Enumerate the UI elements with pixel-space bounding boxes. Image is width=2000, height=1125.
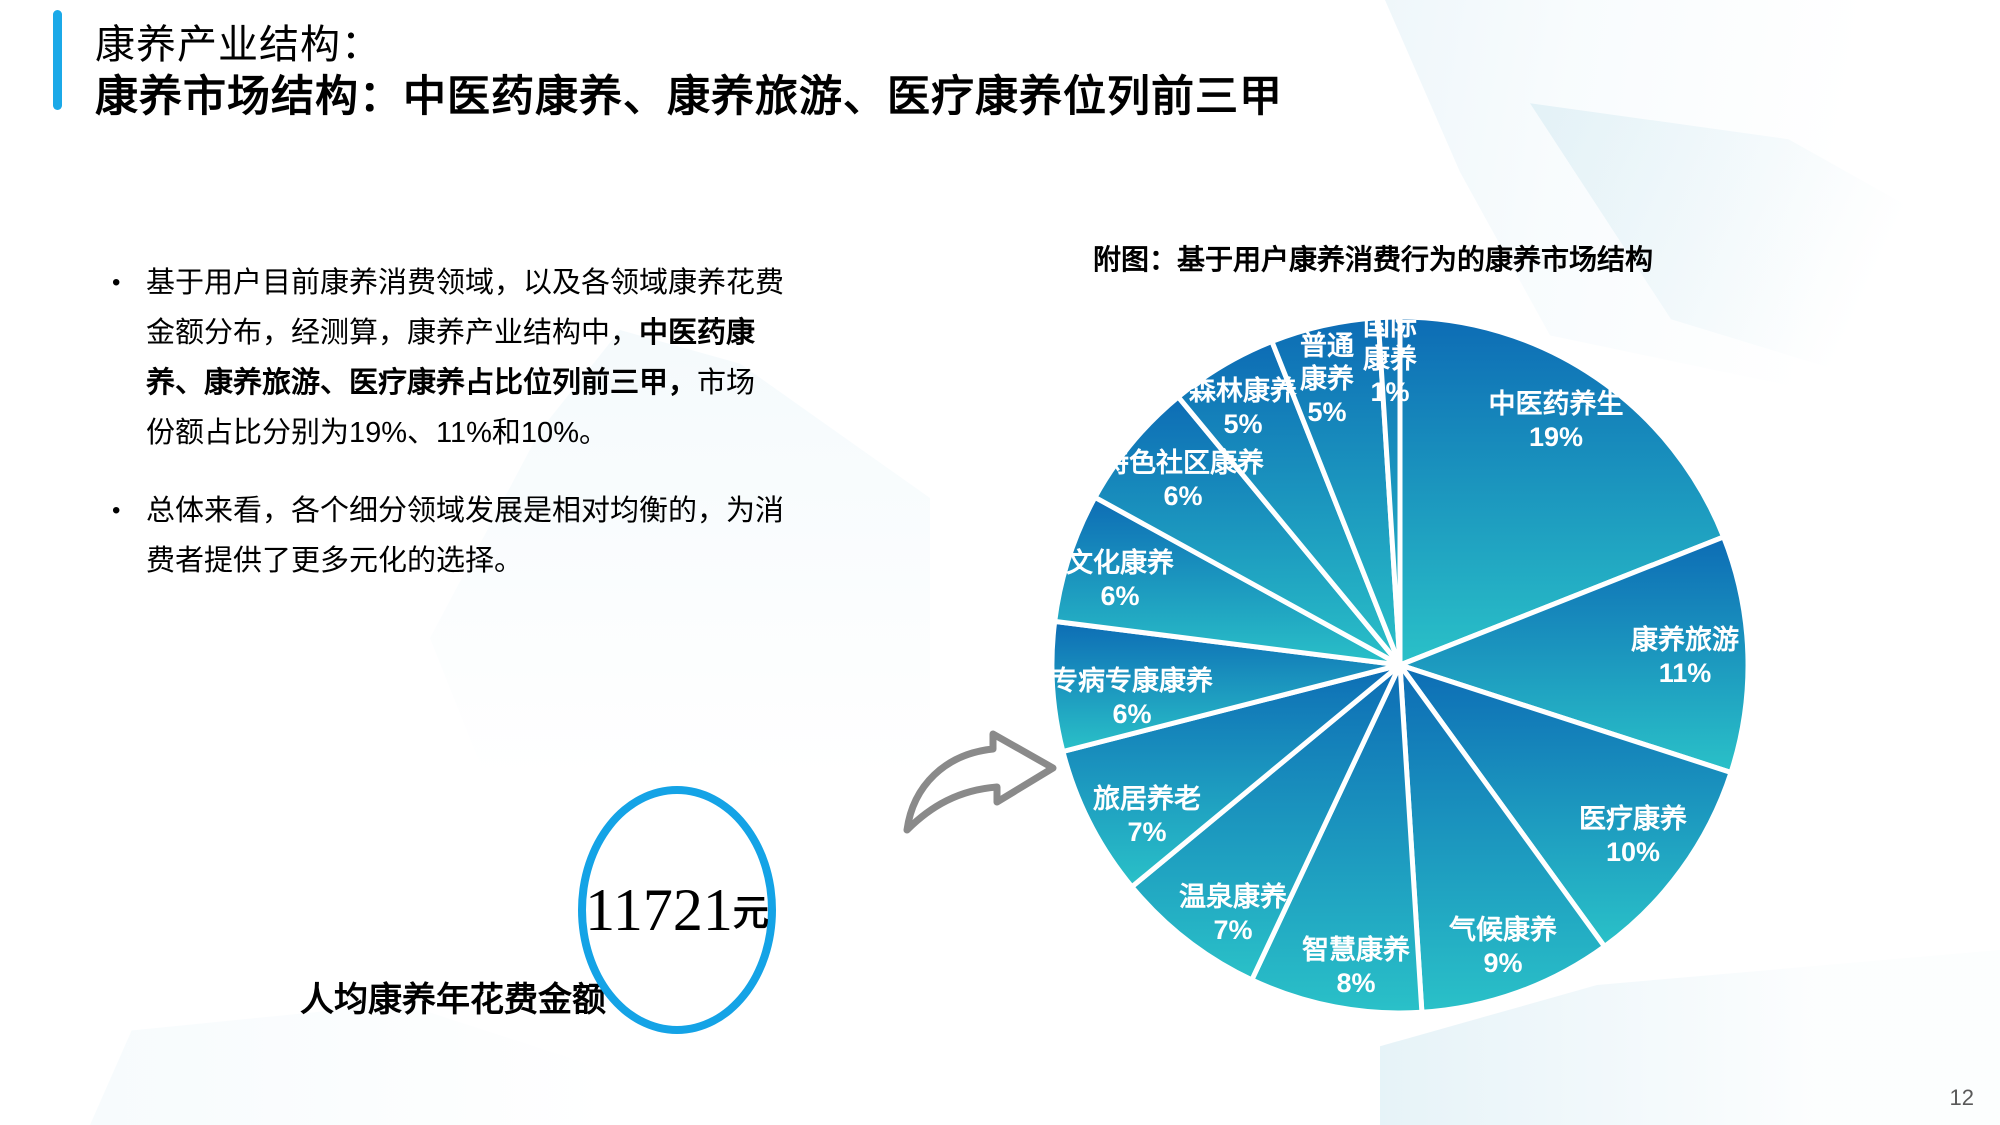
pie-slice-气候康养 — [1397, 662, 1607, 1015]
pie-label-智慧康养: 智慧康养 8% — [1302, 934, 1410, 998]
bullet-item: • 基于用户目前康养消费领域，以及各领域康养花费金额分布，经测算，康养产业结构中… — [112, 258, 784, 458]
slide-title: 康养市场结构：中医药康养、康养旅游、医疗康养位列前三甲 — [95, 73, 1283, 121]
pie-slice-国际康养 — [1375, 314, 1403, 668]
pie-slice-康养旅游 — [1397, 534, 1751, 775]
bullet-marker: • — [112, 269, 121, 296]
pie-chart-svg: 中医药养生 19% 康养旅游 11% 医疗康养 10% 气候康养 9% 智慧康养 8%温泉康养 7%… — [1049, 311, 1751, 1016]
pie-label-森林康养: 森林康养 5% — [1189, 375, 1297, 439]
pie-label-普通康养: 普通康养 5% — [1300, 330, 1354, 427]
pie-label-国际康养: 国际康养 1% — [1363, 311, 1417, 407]
stat-unit: 元 — [732, 893, 769, 933]
bullet-marker: • — [112, 497, 121, 524]
pie-slice-专病专康康养 — [1049, 618, 1403, 754]
bullet-item: • 总体来看，各个细分领域发展是相对均衡的，为消费者提供了更多元化的选择。 — [112, 486, 784, 586]
pie-slice-特色社区康养 — [1092, 394, 1403, 668]
stat-caption: 人均康养年花费金额 — [300, 981, 606, 1019]
pie-label-温泉康养: 温泉康养 7% — [1179, 881, 1287, 945]
page-number: 12 — [1949, 1085, 1974, 1110]
pie-chart: 中医药养生 19% 康养旅游 11% 医疗康养 10% 气候康养 9% 智慧康养 8% 温泉康养 7%… — [1020, 280, 1790, 1040]
pie-label-旅居养老: 旅居养老 7% — [1093, 783, 1201, 847]
bullet-text: 基于用户目前康养消费领域，以及各领域康养花费金额分布，经测算，康养产业结构中，中… — [146, 267, 785, 449]
title-accent-bar — [53, 10, 62, 110]
pie-label-特色社区康养: 特色社区康养 6% — [1102, 447, 1264, 511]
pie-slice-旅居养老 — [1060, 662, 1403, 890]
pie-slice-中医药养生 — [1397, 314, 1727, 668]
curved-arrow-icon — [893, 728, 1073, 848]
chart-title: 附图：基于用户康养消费行为的康养市场结构 — [1093, 244, 1654, 275]
pie-label-中医药养生: 中医药养生 19% — [1489, 388, 1624, 452]
slide-kicker: 康养产业结构： — [95, 23, 382, 67]
pie-slice-智慧康养 — [1249, 662, 1425, 1016]
pie-slice-labels: 中医药养生 19% 康养旅游 11% 医疗康养 10% 气候康养 9% 智慧康养 8%温泉康养 7%… — [1051, 311, 1739, 998]
pie-label-康养旅游: 康养旅游 11% — [1631, 624, 1739, 688]
pie-label-文化康养: 文化康养 6% — [1066, 547, 1174, 611]
pie-slice-文化康养 — [1052, 494, 1403, 668]
pie-slices — [1049, 314, 1751, 1016]
pie-label-专病专康康养: 专病专康康养 6% — [1051, 665, 1213, 729]
stat-circle: 11721 元 — [578, 786, 776, 1034]
stat-value: 11721 — [585, 876, 733, 943]
pie-slice-医疗康养 — [1397, 662, 1734, 949]
pie-label-气候康养: 气候康养 9% — [1448, 914, 1557, 978]
bullet-text: 总体来看，各个细分领域发展是相对均衡的，为消费者提供了更多元化的选择。 — [146, 495, 785, 577]
pie-label-医疗康养: 医疗康养 10% — [1579, 803, 1687, 867]
bullet-list: • 基于用户目前康养消费领域，以及各领域康养花费金额分布，经测算，康养产业结构中… — [112, 258, 784, 614]
pie-slice-温泉康养 — [1129, 662, 1403, 983]
